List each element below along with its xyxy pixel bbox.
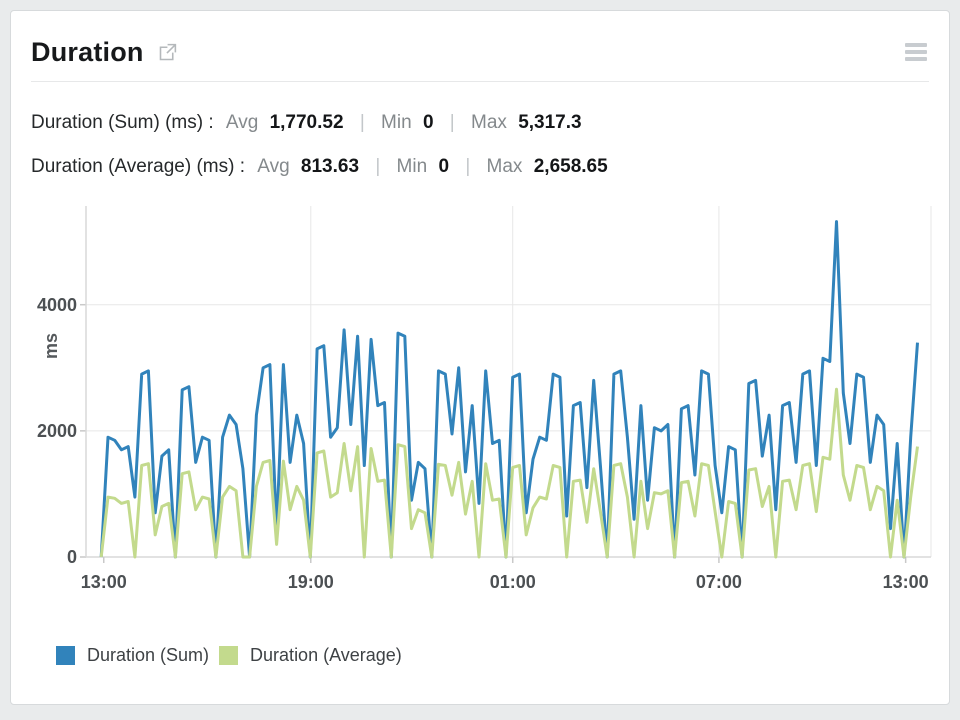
stat-avg-key: Avg (257, 156, 290, 177)
stat-avg-value: 813.63 (300, 156, 360, 177)
x-tick-label: 01:00 (489, 572, 536, 592)
stat-label-sum: Duration (Sum) (ms) : (31, 112, 214, 133)
chart-area: ms 0 2000 4000 13:00 19:00 01:00 07:00 13:00 (11, 196, 949, 626)
x-tick-label: 07:00 (695, 572, 742, 592)
stat-separator: | (375, 156, 381, 177)
widget-title: Duration (31, 36, 144, 67)
legend-swatch-average (219, 646, 239, 665)
stat-min-value: 0 (438, 156, 450, 177)
y-axis-labels: 0 2000 4000 (11, 206, 77, 567)
menu-icon[interactable] (903, 39, 929, 65)
stat-max-key: Max (486, 156, 523, 177)
stat-min-key: Min (381, 112, 412, 133)
legend-swatch-sum (56, 646, 75, 665)
x-axis-labels: 13:00 19:00 01:00 07:00 13:00 (81, 571, 931, 593)
legend-item-sum[interactable]: Duration (Sum) (56, 645, 209, 666)
stat-separator: | (449, 112, 455, 133)
stat-separator: | (465, 156, 471, 177)
stats-panel: Duration (Sum) (ms) : Avg 1,770.52 | Min… (31, 111, 929, 199)
legend: Duration (Sum) Duration (Average) (56, 645, 402, 666)
y-tick-label: 2000 (36, 420, 77, 441)
x-tick-label: 19:00 (287, 572, 334, 592)
y-tick-label: 0 (66, 547, 77, 567)
duration-widget: Duration Duration (Sum) (ms) : Avg 1,770… (10, 10, 950, 705)
stat-separator: | (359, 112, 365, 133)
stat-row-average: Duration (Average) (ms) : Avg 813.63 | M… (31, 155, 929, 179)
stat-avg-key: Avg (225, 112, 259, 133)
stat-min-key: Min (396, 156, 428, 177)
legend-label-sum: Duration (Sum) (87, 645, 210, 665)
x-tick-label: 13:00 (80, 572, 127, 592)
stat-max-key: Max (471, 112, 507, 133)
legend-item-average[interactable]: Duration (Average) (219, 645, 402, 666)
external-link-icon[interactable] (157, 42, 178, 63)
stat-label-average: Duration (Average) (ms) : (31, 156, 245, 177)
stat-min-value: 0 (422, 112, 434, 133)
stat-max-value: 5,317.3 (518, 112, 582, 133)
plot-svg[interactable] (80, 206, 932, 563)
stat-avg-value: 1,770.52 (269, 112, 344, 133)
y-tick-label: 4000 (36, 294, 77, 315)
widget-header: Duration (31, 11, 929, 82)
stat-max-value: 2,658.65 (533, 156, 608, 177)
stat-row-sum: Duration (Sum) (ms) : Avg 1,770.52 | Min… (31, 111, 929, 135)
legend-label-average: Duration (Average) (250, 645, 402, 665)
x-tick-label: 13:00 (882, 572, 929, 592)
